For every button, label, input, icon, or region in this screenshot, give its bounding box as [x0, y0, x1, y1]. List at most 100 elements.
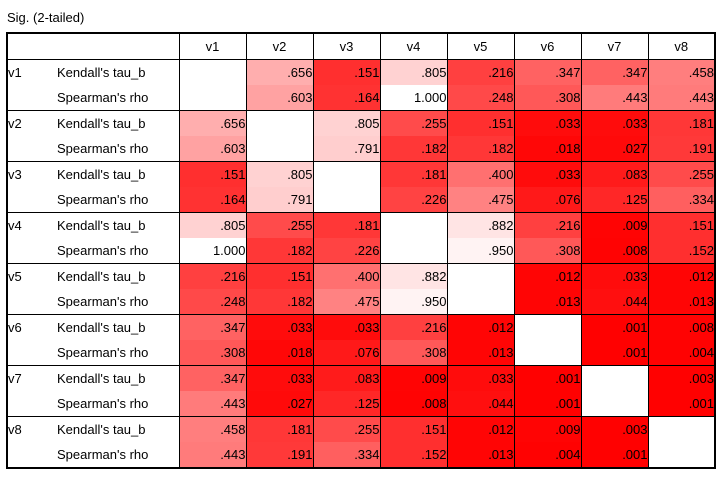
row-variable-label: v4 [8, 218, 22, 233]
sig-value-cell: .033 [513, 110, 581, 136]
statistic-label: Kendall's tau_b [57, 59, 180, 85]
sig-value-cell: .475 [312, 289, 380, 315]
sig-value-cell: .013 [647, 289, 715, 315]
statistic-label: Spearman's rho [57, 289, 180, 315]
sig-value-cell: .443 [647, 85, 715, 111]
column-header: v4 [379, 33, 447, 60]
statistic-label: Spearman's rho [57, 136, 180, 162]
sig-value-cell: .347 [513, 59, 581, 85]
sig-value-cell: .033 [580, 263, 648, 289]
sig-value-cell: .308 [379, 340, 447, 366]
sig-value-cell: .152 [379, 442, 447, 469]
sig-value-cell: .008 [647, 314, 715, 340]
statistic-label: Kendall's tau_b [57, 110, 180, 136]
sig-value-cell: .003 [647, 365, 715, 391]
row-variable-label [7, 340, 57, 366]
sig-value-cell: .334 [647, 187, 715, 213]
sig-value-cell: .226 [379, 187, 447, 213]
column-header: v7 [580, 33, 648, 60]
sig-value-cell: .151 [312, 59, 380, 85]
header-row: v1 v2 v3 v4 v5 v6 v7 v8 [7, 33, 715, 60]
row-variable-label [7, 136, 57, 162]
sig-value-cell: .012 [446, 416, 514, 442]
sig-value-cell: .013 [446, 340, 514, 366]
sig-value-cell: .151 [379, 416, 447, 442]
sig-value-cell: .443 [580, 85, 648, 111]
sig-value-cell [647, 442, 715, 469]
row-variable-label [7, 391, 57, 417]
sig-value-cell: .400 [446, 161, 514, 187]
table-row: Spearman's rho .308.018.076.308.013.001.0… [7, 340, 715, 366]
sig-value-cell: .656 [178, 110, 246, 136]
column-header: v2 [245, 33, 313, 60]
sig-value-cell: .008 [379, 391, 447, 417]
sig-value-cell [446, 289, 514, 315]
statistic-label: Spearman's rho [57, 442, 180, 469]
sig-value-cell: .347 [580, 59, 648, 85]
sig-value-cell [580, 391, 648, 417]
sig-value-cell: .001 [513, 391, 581, 417]
sig-value-cell: .216 [513, 212, 581, 238]
row-variable-label: v8 [8, 422, 22, 437]
sig-value-cell: .027 [245, 391, 313, 417]
sig-value-cell: .125 [312, 391, 380, 417]
sig-value-cell: .255 [312, 416, 380, 442]
sig-value-cell: .008 [580, 238, 648, 264]
row-variable-label: v2 [8, 116, 22, 131]
sig-value-cell: .248 [446, 85, 514, 111]
sig-value-cell: .334 [312, 442, 380, 469]
sig-value-cell: .001 [580, 314, 648, 340]
sig-value-cell: .308 [178, 340, 246, 366]
sig-value-cell [647, 416, 715, 442]
table-row: v7 Kendall's tau_b .347.033.083.009.033.00… [7, 365, 715, 391]
sig-value-cell: .151 [647, 212, 715, 238]
sig-value-cell: .443 [178, 442, 246, 469]
row-variable-label: v5 [8, 269, 22, 284]
sig-value-cell: .181 [379, 161, 447, 187]
table-row: Spearman's rho .443.027.125.008.044.001.0… [7, 391, 715, 417]
sig-value-cell [580, 365, 648, 391]
sig-value-cell: .248 [178, 289, 246, 315]
sig-value-cell: .950 [379, 289, 447, 315]
sig-value-cell: .191 [647, 136, 715, 162]
sig-value-cell [178, 59, 246, 85]
sig-value-cell: .151 [446, 110, 514, 136]
sig-value-cell: 1.000 [178, 238, 246, 264]
column-header: v5 [446, 33, 514, 60]
sig-value-cell [513, 314, 581, 340]
sig-value-cell: .164 [178, 187, 246, 213]
sig-value-cell: .044 [580, 289, 648, 315]
sig-value-cell: .004 [647, 340, 715, 366]
table-row: v3 Kendall's tau_b .151.805 .181.400.033.08… [7, 161, 715, 187]
row-variable-label [7, 187, 57, 213]
sig-value-cell: .018 [245, 340, 313, 366]
table-row: v5 Kendall's tau_b .216.151.400.882 .012.03… [7, 263, 715, 289]
table-row: v1 Kendall's tau_b .656.151.805.216.347.34… [7, 59, 715, 85]
sig-value-cell: .033 [245, 365, 313, 391]
sig-value-cell: .182 [245, 238, 313, 264]
sig-value-cell: .191 [245, 442, 313, 469]
column-header: v3 [312, 33, 380, 60]
sig-value-cell: .255 [379, 110, 447, 136]
sig-value-cell: .400 [312, 263, 380, 289]
sig-value-cell: .347 [178, 314, 246, 340]
sig-value-cell: .182 [245, 289, 313, 315]
sig-value-cell: .182 [379, 136, 447, 162]
sig-value-cell [245, 110, 313, 136]
row-variable-label [7, 442, 57, 469]
sig-value-cell: .009 [513, 416, 581, 442]
sig-value-cell [379, 212, 447, 238]
sig-value-cell: .033 [446, 365, 514, 391]
sig-value-cell: .181 [647, 110, 715, 136]
sig-value-cell: .308 [513, 85, 581, 111]
sig-value-cell: .001 [513, 365, 581, 391]
sig-value-cell: .458 [647, 59, 715, 85]
sig-value-cell: .033 [580, 110, 648, 136]
sig-value-cell: .012 [446, 314, 514, 340]
sig-value-cell: .950 [446, 238, 514, 264]
sig-value-cell: .255 [245, 212, 313, 238]
row-variable-label: v1 [8, 65, 22, 80]
sig-value-cell: .012 [513, 263, 581, 289]
corner-cell [7, 33, 57, 60]
sig-value-cell: .805 [312, 110, 380, 136]
